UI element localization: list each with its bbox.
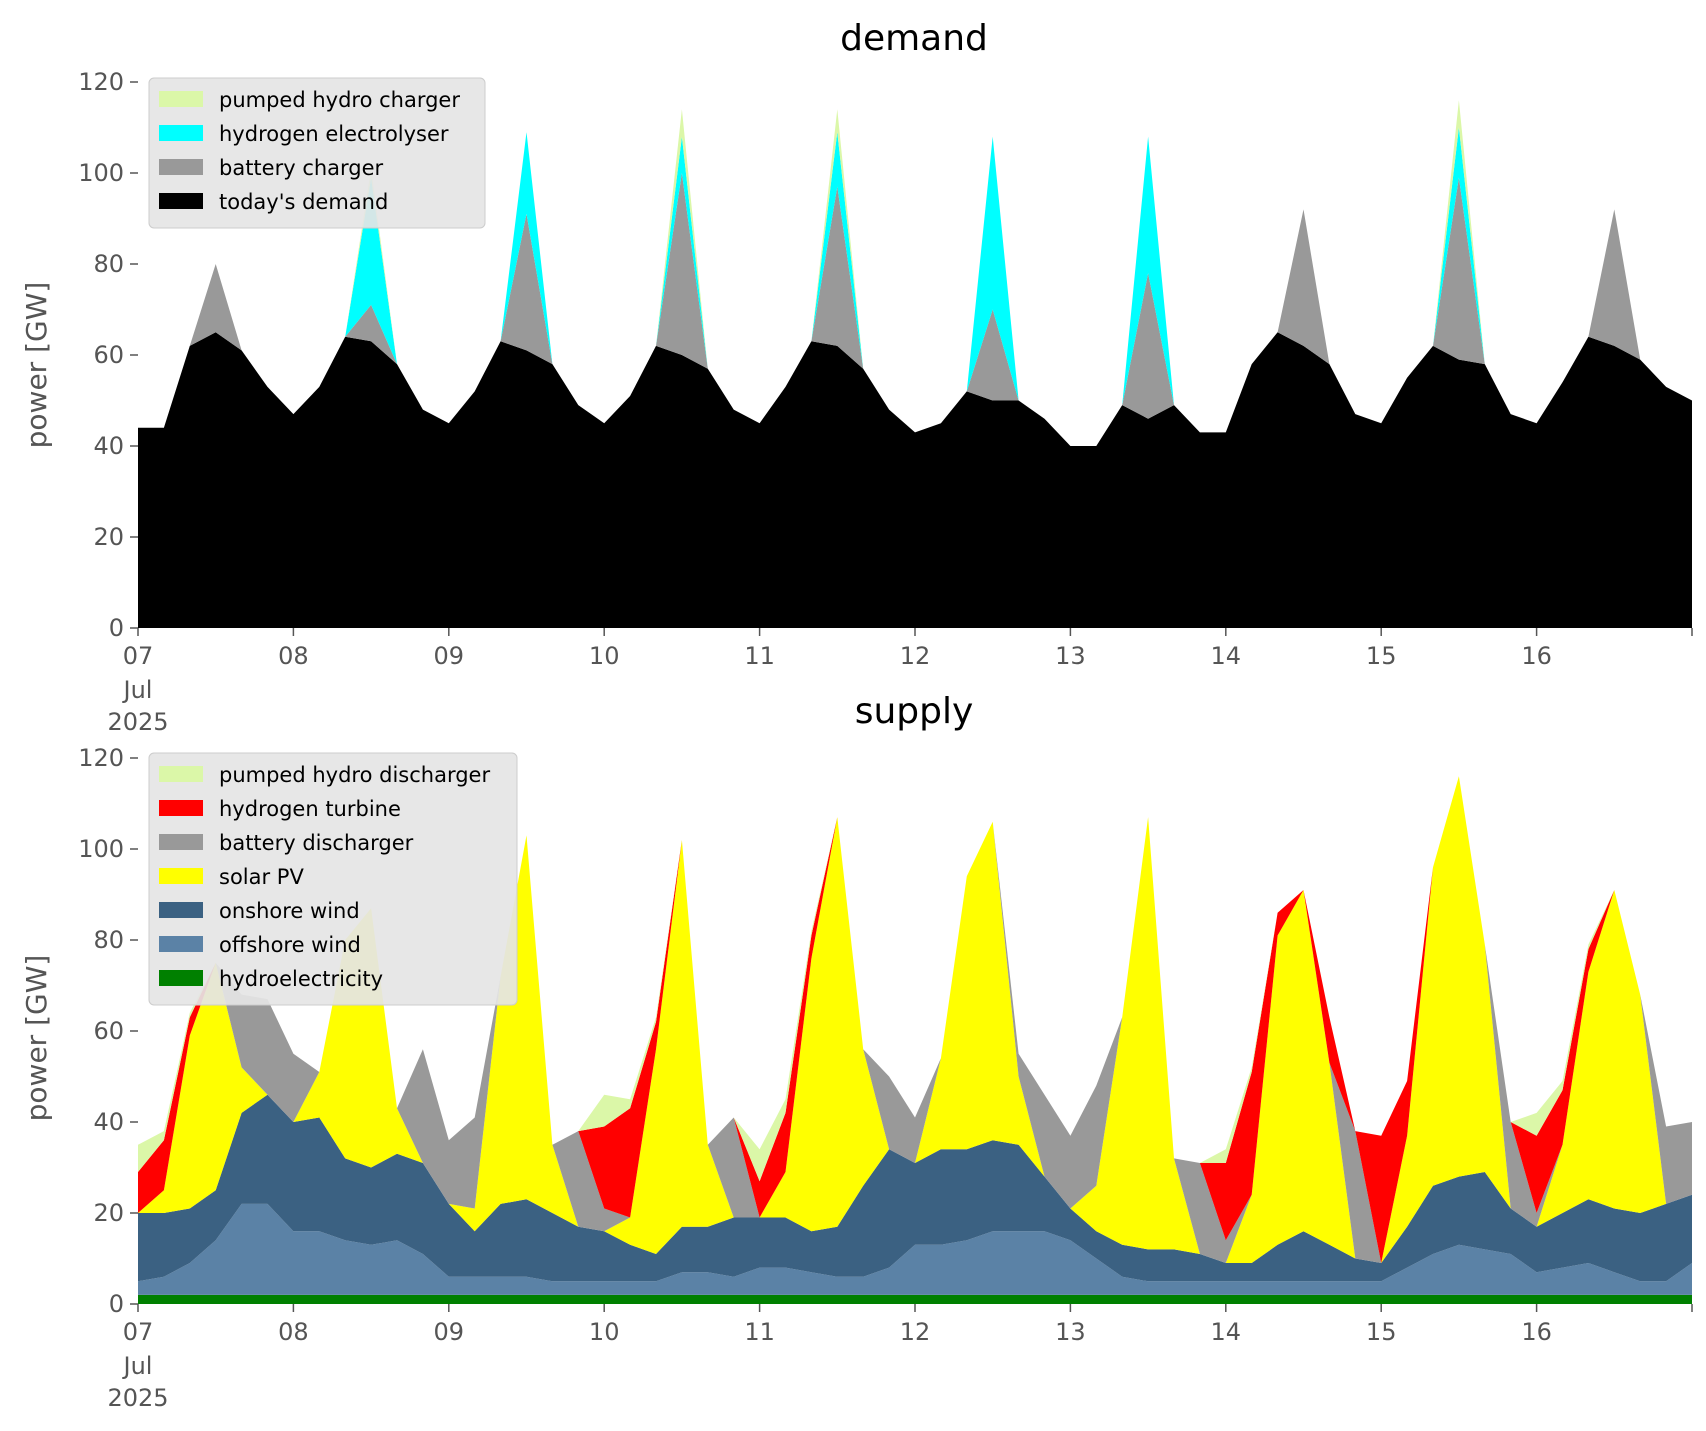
supply-y-tick-label: 80 <box>93 926 124 954</box>
demand-legend-box <box>148 77 486 229</box>
supply-legend-label-battery-discharger: battery discharger <box>219 831 414 855</box>
supply-x-tick-label: 14 <box>1211 1318 1242 1346</box>
supply-area-series <box>138 776 1692 1304</box>
supply-legend-label-solar-pv: solar PV <box>219 865 304 889</box>
demand-legend-label-hydrogen-electrolyser: hydrogen electrolyser <box>219 122 449 146</box>
supply-x-tick-label: 07 <box>123 1318 154 1346</box>
demand-legend-label-battery-charger: battery charger <box>219 156 384 180</box>
supply-legend-label-pumped-hydro-discharger: pumped hydro discharger <box>219 763 490 787</box>
supply-legend-swatch-hydroelectricity <box>159 970 203 986</box>
supply-legend-label-hydrogen-turbine: hydrogen turbine <box>219 797 401 821</box>
supply-x-tick-label: 15 <box>1366 1318 1397 1346</box>
supply-x-tick-label: 12 <box>900 1318 931 1346</box>
demand-x-tick-label: 15 <box>1366 642 1397 670</box>
demand-area-battery-charger <box>138 173 1692 446</box>
demand-x-tick-label: 09 <box>434 642 465 670</box>
demand-y-tick-label: 120 <box>78 68 124 96</box>
demand-area-hydrogen-electrolyser <box>138 127 1692 446</box>
supply-y-tick-label: 60 <box>93 1017 124 1045</box>
supply-legend-swatch-pumped-hydro-discharger <box>159 766 203 782</box>
supply-legend-swatch-solar-pv <box>159 868 203 884</box>
demand-x-tick-label: 12 <box>900 642 931 670</box>
demand-y-tick-label: 20 <box>93 523 124 551</box>
supply-y-tick-label: 120 <box>78 744 124 772</box>
supply-legend-label-hydroelectricity: hydroelectricity <box>219 967 383 991</box>
demand-x-tick-sublabel: Jul <box>122 676 153 704</box>
supply-x-tick-sublabel: Jul <box>122 1352 153 1380</box>
supply-x-tick-label: 13 <box>1055 1318 1086 1346</box>
demand-y-tick-label: 100 <box>78 159 124 187</box>
supply-area-hydroelectricity <box>138 1294 1692 1304</box>
supply-area-onshore-wind <box>138 1094 1692 1282</box>
demand-chart-title: demand <box>840 18 988 59</box>
demand-x-tick-label: 11 <box>744 642 775 670</box>
supply-area-solar-pv <box>138 776 1692 1263</box>
supply-legend-swatch-battery-discharger <box>159 834 203 850</box>
supply-x-tick-label: 10 <box>589 1318 620 1346</box>
demand-y-tick-label: 0 <box>109 614 124 642</box>
demand-legend: pumped hydro charger hydrogen electrolyse… <box>148 77 486 229</box>
demand-x-tick-label: 07 <box>123 642 154 670</box>
supply-y-axis-label: power [GW] <box>20 955 53 1122</box>
demand-legend-swatch-battery-charger <box>159 159 203 175</box>
demand-legend-swatch-pumped-hydro-charger <box>159 91 203 107</box>
supply-x-tick-label: 09 <box>434 1318 465 1346</box>
demand-y-tick-label: 40 <box>93 432 124 460</box>
supply-legend-label-onshore-wind: onshore wind <box>219 899 360 923</box>
supply-x-tick-sublabel: 2025 <box>107 1384 168 1412</box>
supply-legend: pumped hydro discharger hydrogen turbine b… <box>148 752 518 1006</box>
demand-axes: 0 20 40 60 80 100 120 07 Jul 2025 08 09 10 11 12 13 14 15… <box>78 68 1693 736</box>
supply-chart-title: supply <box>855 691 974 732</box>
demand-x-tick-sublabel: 2025 <box>107 708 168 736</box>
supply-legend-box <box>148 752 518 1006</box>
demand-area-today-s-demand <box>138 332 1692 628</box>
supply-legend-swatch-hydrogen-turbine <box>159 800 203 816</box>
supply-x-tick-label: 08 <box>278 1318 309 1346</box>
demand-x-tick-label: 14 <box>1211 642 1242 670</box>
demand-x-tick-label: 13 <box>1055 642 1086 670</box>
demand-legend-swatch-today-s-demand <box>159 193 203 209</box>
supply-x-tick-label: 11 <box>744 1318 775 1346</box>
demand-chart: demand power [GW] 0 20 40 60 80 100 120 07 Jul 20… <box>20 18 1693 736</box>
supply-area-offshore-wind <box>138 1203 1692 1295</box>
supply-area-battery-discharger <box>138 776 1692 1263</box>
demand-y-tick-label: 80 <box>93 250 124 278</box>
supply-legend-swatch-offshore-wind <box>159 936 203 952</box>
demand-x-tick-label: 16 <box>1521 642 1552 670</box>
demand-x-tick-label: 08 <box>278 642 309 670</box>
demand-y-axis-label: power [GW] <box>20 282 53 449</box>
supply-axes: 0 20 40 60 80 100 120 07 Jul 2025 08 09 10 11 12 13 14 15… <box>78 744 1693 1412</box>
supply-y-tick-label: 20 <box>93 1199 124 1227</box>
demand-legend-swatch-hydrogen-electrolyser <box>159 125 203 141</box>
supply-legend-label-offshore-wind: offshore wind <box>219 933 361 957</box>
demand-x-tick-label: 10 <box>589 642 620 670</box>
demand-y-tick-label: 60 <box>93 341 124 369</box>
supply-y-tick-label: 100 <box>78 835 124 863</box>
supply-y-tick-label: 0 <box>109 1290 124 1318</box>
supply-legend-swatch-onshore-wind <box>159 902 203 918</box>
supply-x-tick-label: 16 <box>1521 1318 1552 1346</box>
demand-legend-label-pumped-hydro-charger: pumped hydro charger <box>219 88 460 112</box>
demand-area-series <box>138 100 1692 628</box>
supply-chart: supply power [GW] 0 20 40 60 80 100 120 07 Jul 20… <box>20 691 1693 1412</box>
supply-y-tick-label: 40 <box>93 1108 124 1136</box>
demand-legend-label-today-s-demand: today's demand <box>219 190 388 214</box>
